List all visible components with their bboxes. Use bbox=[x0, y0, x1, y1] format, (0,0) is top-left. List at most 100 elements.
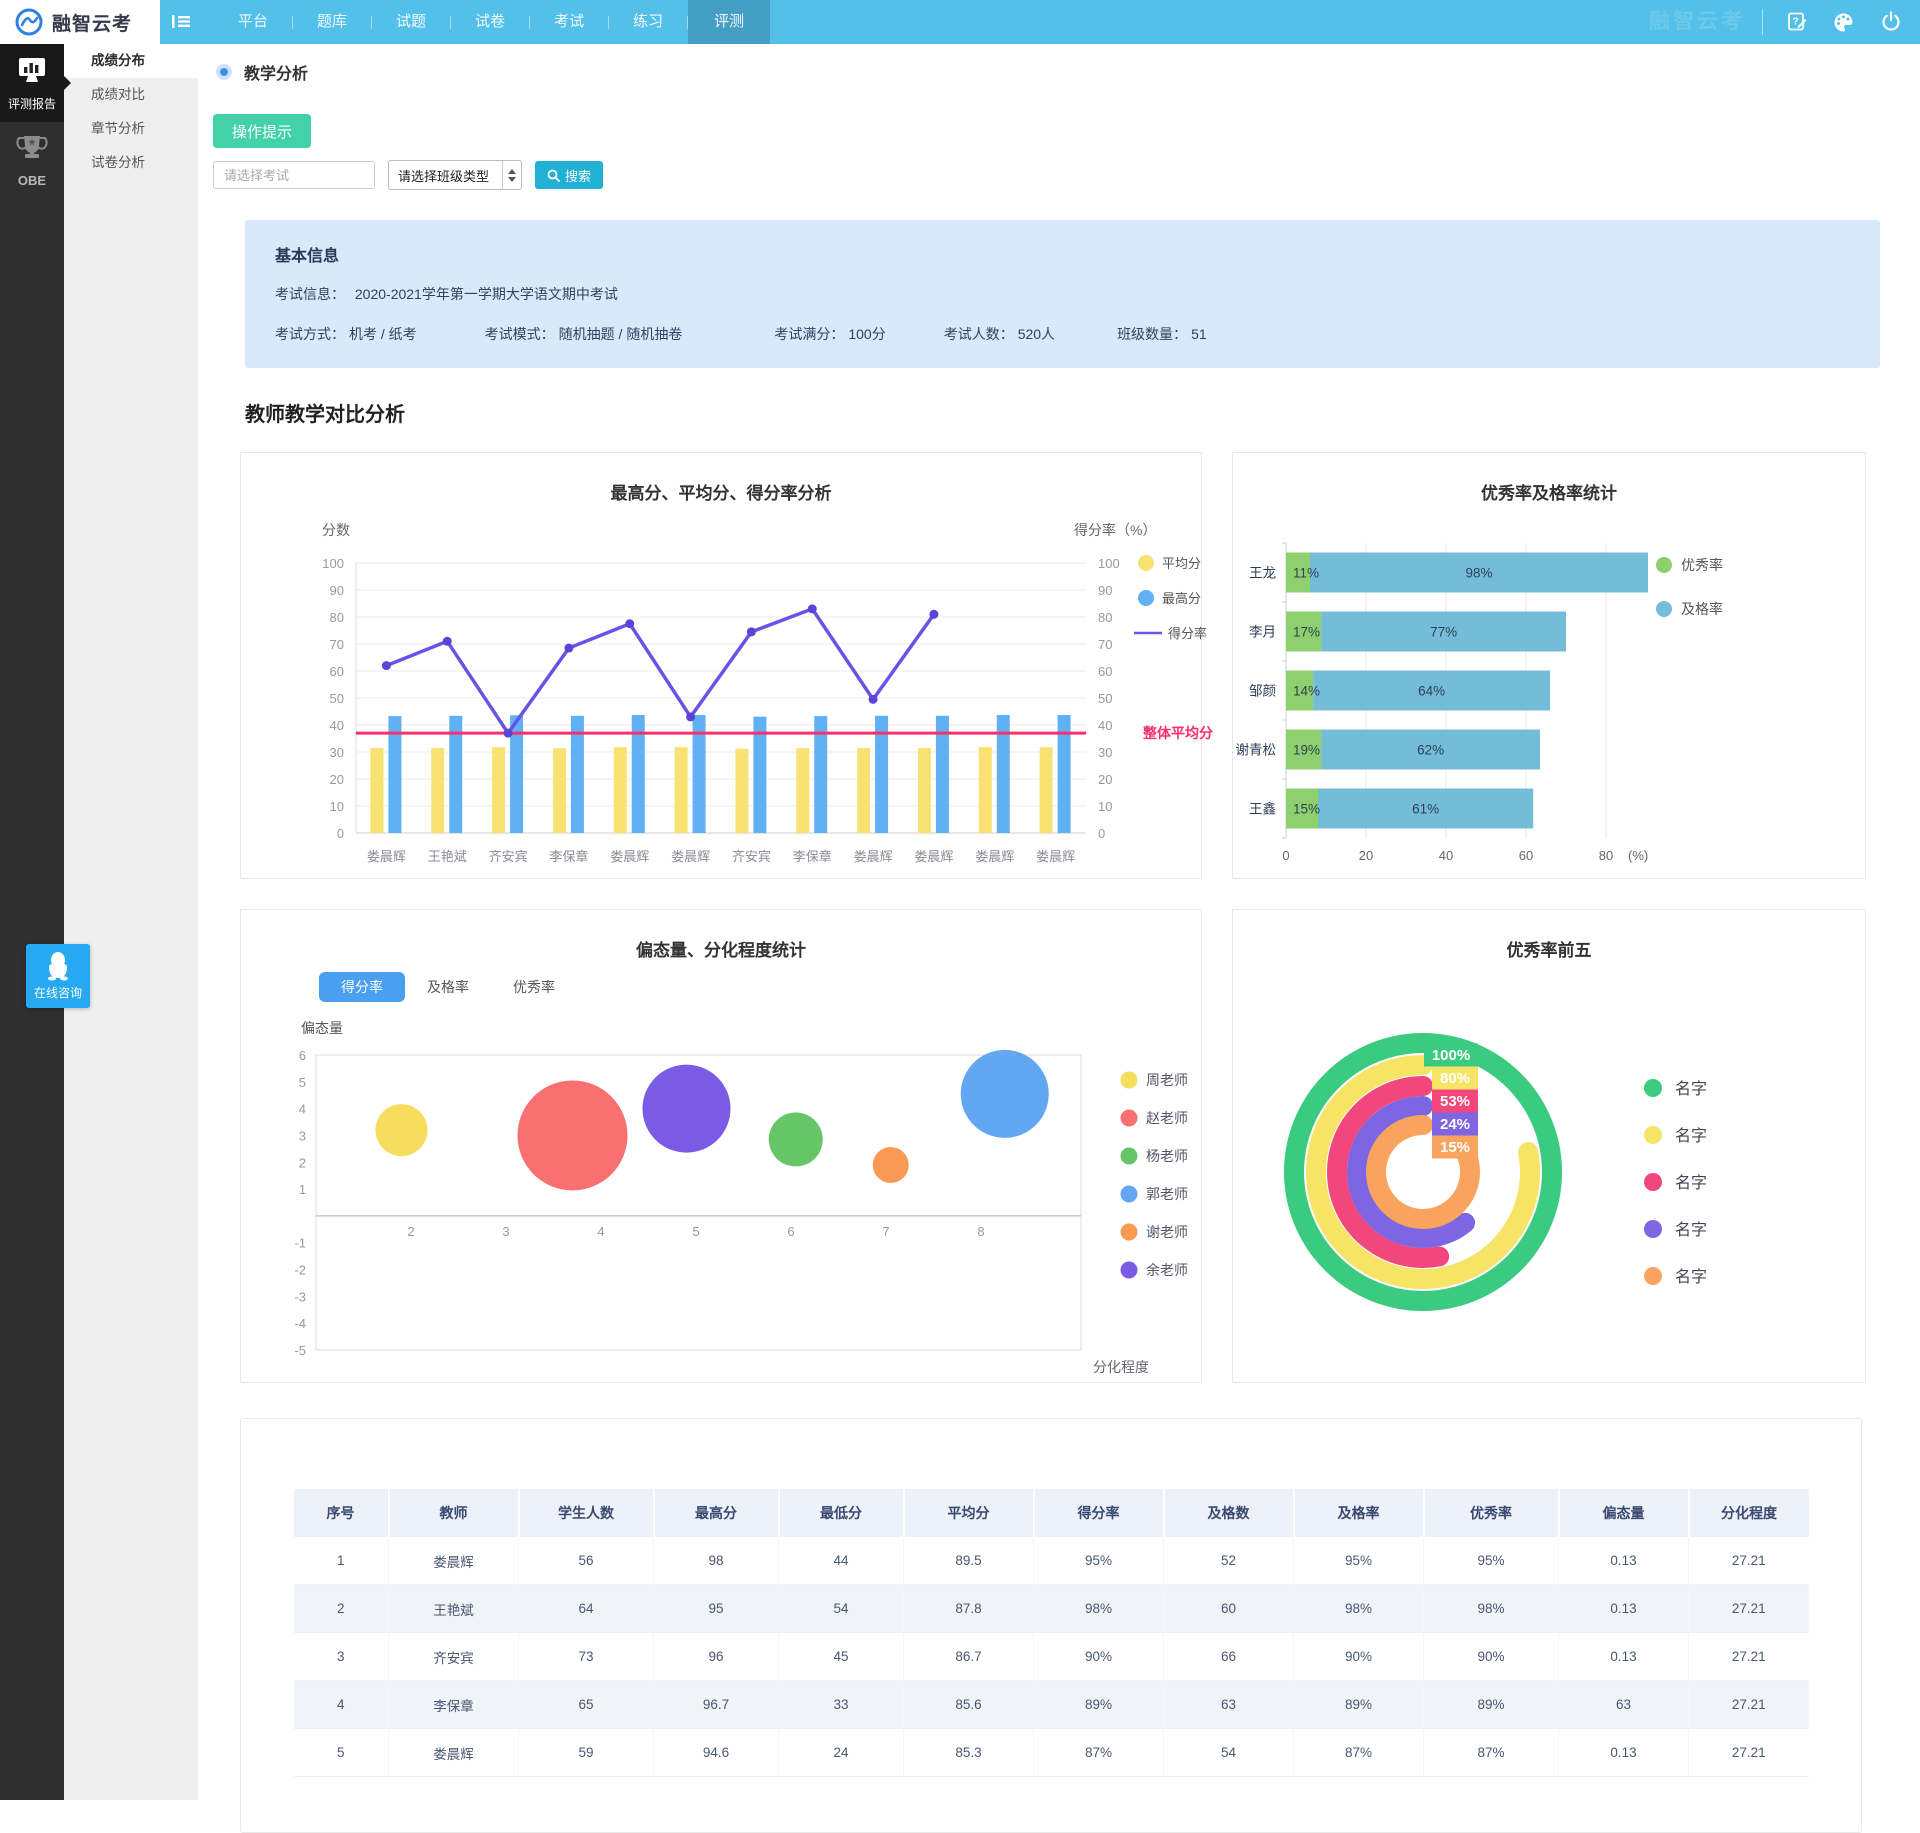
svg-text:14%: 14% bbox=[1293, 684, 1320, 699]
table-cell: 齐安宾 bbox=[389, 1633, 519, 1681]
svg-text:5: 5 bbox=[299, 1075, 306, 1090]
svg-text:4: 4 bbox=[597, 1224, 604, 1239]
svg-text:齐安宾: 齐安宾 bbox=[489, 849, 528, 864]
chart3-tabs: 得分率及格率优秀率 bbox=[319, 972, 577, 1002]
chart3-tab-0[interactable]: 得分率 bbox=[319, 972, 405, 1002]
svg-text:名字: 名字 bbox=[1675, 1127, 1707, 1145]
table-cell: 95% bbox=[1424, 1537, 1559, 1585]
search-button[interactable]: 搜索 bbox=[535, 161, 603, 189]
svg-text:得分率: 得分率 bbox=[1168, 626, 1207, 641]
exam-info-label: 考试信息： bbox=[275, 286, 345, 302]
exam-meta-field-3: 考试人数：520人 bbox=[944, 324, 1055, 344]
nav-item-2[interactable]: 试题 bbox=[372, 0, 450, 44]
chart3-tab-1[interactable]: 及格率 bbox=[405, 972, 491, 1002]
table-cell: 0.13 bbox=[1559, 1633, 1689, 1681]
svg-text:20: 20 bbox=[330, 772, 344, 787]
table-cell: 27.21 bbox=[1689, 1537, 1809, 1585]
table-cell: 98% bbox=[1294, 1585, 1424, 1633]
help-icon[interactable]: ? bbox=[1787, 12, 1807, 33]
svg-text:70: 70 bbox=[330, 637, 344, 652]
svg-text:名字: 名字 bbox=[1675, 1221, 1707, 1239]
table-cell: 60 bbox=[1164, 1585, 1294, 1633]
svg-text:王鑫: 王鑫 bbox=[1249, 801, 1276, 817]
class-type-select[interactable]: 请选择班级类型 bbox=[388, 160, 522, 190]
qq-penguin-icon bbox=[45, 951, 71, 981]
table-cell: 李保章 bbox=[389, 1681, 519, 1729]
sidebar-item-0[interactable]: 评测报告 bbox=[0, 44, 64, 122]
nav-item-0[interactable]: 平台 bbox=[214, 0, 292, 44]
svg-text:李月: 李月 bbox=[1249, 625, 1276, 640]
svg-text:-3: -3 bbox=[294, 1289, 306, 1304]
teaching-analysis-radio[interactable] bbox=[216, 64, 232, 80]
table-cell: 95% bbox=[1034, 1537, 1164, 1585]
online-consult-button[interactable]: 在线咨询 bbox=[26, 944, 90, 1008]
header-cell-3: 最高分 bbox=[654, 1489, 779, 1537]
submenu-item-2[interactable]: 章节分析 bbox=[64, 112, 198, 146]
app-title: 融智云考 bbox=[52, 9, 132, 36]
field-value: 机考 / 纸考 bbox=[349, 326, 417, 342]
table-cell: 94.6 bbox=[654, 1729, 779, 1777]
sidebar-item-1[interactable]: OBE bbox=[0, 122, 64, 198]
svg-text:(%): (%) bbox=[1628, 848, 1648, 863]
collapse-menu-icon[interactable] bbox=[172, 13, 191, 35]
nav-item-6[interactable]: 评测 bbox=[688, 0, 770, 44]
table-cell: 90% bbox=[1424, 1633, 1559, 1681]
nav-item-4[interactable]: 考试 bbox=[530, 0, 608, 44]
svg-text:5: 5 bbox=[692, 1224, 699, 1239]
power-icon[interactable] bbox=[1880, 11, 1902, 33]
table-cell: 90% bbox=[1294, 1633, 1424, 1681]
chart3-tab-2[interactable]: 优秀率 bbox=[491, 972, 577, 1002]
svg-text:6: 6 bbox=[299, 1048, 306, 1063]
header-cell-11: 分化程度 bbox=[1689, 1489, 1809, 1537]
svg-text:王艳斌: 王艳斌 bbox=[428, 849, 467, 864]
table-cell: 娄晨辉 bbox=[389, 1537, 519, 1585]
field-value: 520人 bbox=[1018, 326, 1055, 342]
svg-text:娄晨辉: 娄晨辉 bbox=[975, 849, 1014, 864]
operation-hint-button[interactable]: 操作提示 bbox=[213, 114, 311, 148]
submenu-item-3[interactable]: 试卷分析 bbox=[64, 146, 198, 180]
header-cell-6: 得分率 bbox=[1034, 1489, 1164, 1537]
submenu-item-1[interactable]: 成绩对比 bbox=[64, 78, 198, 112]
topbar-actions: ? bbox=[1762, 0, 1906, 44]
palette-icon[interactable] bbox=[1833, 12, 1854, 33]
nav-item-1[interactable]: 题库 bbox=[293, 0, 371, 44]
table-cell: 59 bbox=[519, 1729, 654, 1777]
table-cell: 85.3 bbox=[904, 1729, 1034, 1777]
secondary-sidebar: 成绩分布成绩对比章节分析试卷分析 bbox=[64, 44, 198, 1800]
nav-item-5[interactable]: 练习 bbox=[609, 0, 687, 44]
exam-select-input[interactable] bbox=[213, 161, 375, 189]
svg-text:98%: 98% bbox=[1465, 566, 1492, 581]
svg-text:0: 0 bbox=[337, 826, 344, 841]
svg-text:2: 2 bbox=[407, 1224, 414, 1239]
field-label: 班级数量： bbox=[1117, 326, 1187, 342]
table-cell: 89% bbox=[1424, 1681, 1559, 1729]
table-cell: 0.13 bbox=[1559, 1585, 1689, 1633]
svg-text:61%: 61% bbox=[1412, 802, 1439, 817]
table-cell: 1 bbox=[294, 1537, 389, 1585]
svg-text:7: 7 bbox=[882, 1224, 889, 1239]
sidebar-item-label: OBE bbox=[0, 173, 64, 188]
svg-text:64%: 64% bbox=[1418, 684, 1445, 699]
header-cell-4: 最低分 bbox=[779, 1489, 904, 1537]
section-title: 教师教学对比分析 bbox=[245, 398, 1920, 427]
submenu-item-0[interactable]: 成绩分布 bbox=[64, 44, 198, 78]
table-cell: 87% bbox=[1034, 1729, 1164, 1777]
exam-meta-field-4: 班级数量：51 bbox=[1117, 324, 1207, 344]
svg-text:70: 70 bbox=[1098, 637, 1112, 652]
svg-text:50: 50 bbox=[1098, 691, 1112, 706]
svg-text:60: 60 bbox=[1098, 664, 1112, 679]
table-cell: 5 bbox=[294, 1729, 389, 1777]
table-cell: 27.21 bbox=[1689, 1681, 1809, 1729]
exam-meta-field-2: 考试满分：100分 bbox=[774, 324, 885, 344]
field-label: 考试模式： bbox=[485, 326, 555, 342]
header-cell-1: 教师 bbox=[389, 1489, 519, 1537]
nav-item-3[interactable]: 试卷 bbox=[451, 0, 529, 44]
svg-text:娄晨辉: 娄晨辉 bbox=[854, 849, 893, 864]
